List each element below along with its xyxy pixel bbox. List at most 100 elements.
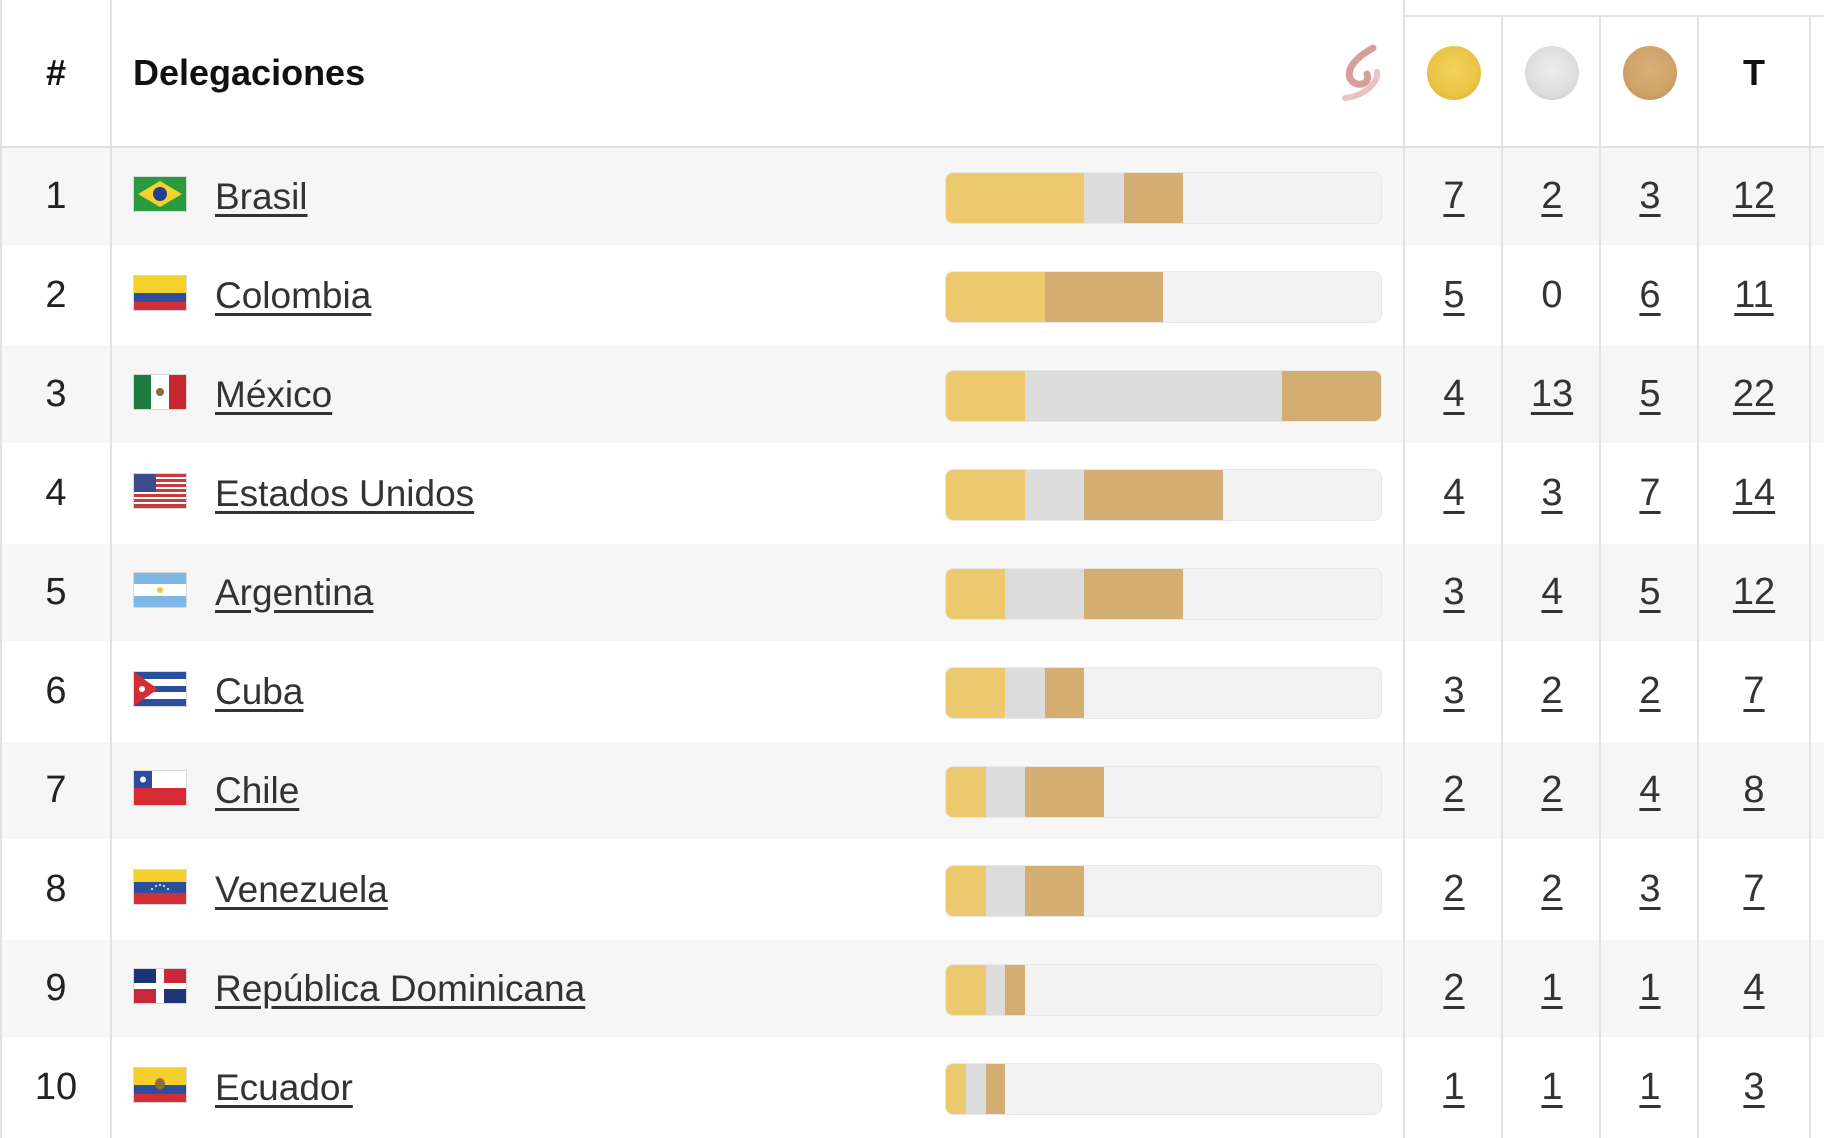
silver-count[interactable]: 2 <box>1541 175 1563 217</box>
country-link[interactable]: Brasil <box>215 175 308 217</box>
gold-count[interactable]: 2 <box>1443 769 1465 811</box>
silver-count[interactable]: 2 <box>1541 769 1563 811</box>
divider-delegations <box>1403 0 1405 1138</box>
country-link[interactable]: Chile <box>215 769 300 811</box>
bronze-bar-segment <box>1282 371 1381 421</box>
total-count[interactable]: 3 <box>1743 1066 1765 1108</box>
total-count[interactable]: 7 <box>1743 868 1765 910</box>
gold-cell: 7 <box>1405 148 1503 245</box>
rank-cell: 2 <box>2 247 110 344</box>
country-link[interactable]: Ecuador <box>215 1066 353 1108</box>
bronze-bar-segment <box>1084 569 1184 619</box>
bronze-count[interactable]: 3 <box>1639 868 1661 910</box>
total-header[interactable]: T <box>1699 0 1809 146</box>
gold-count[interactable]: 3 <box>1443 670 1465 712</box>
rank-number: 10 <box>34 1066 78 1108</box>
gold-bar-segment <box>946 569 1006 619</box>
argentina-flag-icon <box>133 571 187 608</box>
bronze-cell: 2 <box>1601 643 1699 740</box>
gold-count[interactable]: 2 <box>1443 967 1465 1009</box>
country-link[interactable]: Argentina <box>215 571 374 613</box>
gold-count[interactable]: 5 <box>1443 274 1465 316</box>
silver-count[interactable]: 2 <box>1541 670 1563 712</box>
rank-cell: 9 <box>2 940 110 1037</box>
bronze-count[interactable]: 5 <box>1639 373 1661 415</box>
bronze-medal-header[interactable] <box>1601 0 1699 146</box>
silver-count[interactable]: 2 <box>1541 868 1563 910</box>
total-count[interactable]: 12 <box>1732 571 1776 613</box>
rank-number: 3 <box>45 373 67 415</box>
total-count[interactable]: 4 <box>1743 967 1765 1009</box>
bronze-count[interactable]: 4 <box>1639 769 1661 811</box>
delegation-cell: Estados Unidos <box>133 445 933 542</box>
delegation-cell: Chile <box>133 742 933 839</box>
bronze-bar-segment <box>1044 272 1164 322</box>
medal-bar <box>945 271 1382 323</box>
silver-bar-segment <box>1005 569 1085 619</box>
ecuador-flag-icon <box>133 1066 187 1103</box>
bronze-count[interactable]: 5 <box>1639 571 1661 613</box>
country-link[interactable]: Cuba <box>215 670 304 712</box>
silver-count[interactable]: 1 <box>1541 967 1563 1009</box>
country-link[interactable]: Estados Unidos <box>215 472 475 514</box>
bronze-count[interactable]: 3 <box>1639 175 1661 217</box>
delegation-cell: República Dominicana <box>133 940 933 1037</box>
delegation-cell: Cuba <box>133 643 933 740</box>
silver-medal-header[interactable] <box>1503 0 1601 146</box>
silver-count[interactable]: 3 <box>1541 472 1563 514</box>
gold-bar-segment <box>946 866 986 916</box>
table-row: 8 Venezuela 2 2 3 7 <box>0 841 1824 938</box>
country-link[interactable]: Venezuela <box>215 868 388 910</box>
silver-count[interactable]: 1 <box>1541 1066 1563 1108</box>
bronze-count[interactable]: 7 <box>1639 472 1661 514</box>
delegation-cell: Ecuador <box>133 1039 933 1136</box>
gold-cell: 2 <box>1405 841 1503 938</box>
gold-medal-header[interactable] <box>1405 0 1503 146</box>
silver-cell: 0 <box>1503 247 1601 344</box>
total-cell: 7 <box>1699 841 1809 938</box>
rank-number: 5 <box>45 571 67 613</box>
bronze-count[interactable]: 1 <box>1639 967 1661 1009</box>
bronze-bar-segment <box>1123 173 1184 223</box>
bronze-medal-icon <box>1623 46 1677 100</box>
table-row: 1 Brasil 7 2 3 12 <box>0 148 1824 245</box>
gold-count[interactable]: 4 <box>1443 373 1465 415</box>
bronze-bar-segment <box>985 1064 1006 1114</box>
gold-count[interactable]: 3 <box>1443 571 1465 613</box>
medal-bar <box>945 370 1382 422</box>
bronze-count[interactable]: 6 <box>1639 274 1661 316</box>
rank-cell: 1 <box>2 148 110 245</box>
country-link[interactable]: Colombia <box>215 274 372 316</box>
silver-bar-segment <box>1025 470 1085 520</box>
bronze-count[interactable]: 2 <box>1639 670 1661 712</box>
bronze-cell: 3 <box>1601 148 1699 245</box>
rank-cell: 7 <box>2 742 110 839</box>
total-count[interactable]: 8 <box>1743 769 1765 811</box>
country-link[interactable]: México <box>215 373 333 415</box>
total-count[interactable]: 7 <box>1743 670 1765 712</box>
silver-bar-segment <box>985 965 1006 1015</box>
gold-cell: 1 <box>1405 1039 1503 1136</box>
rank-number: 9 <box>45 967 67 1009</box>
colombia-flag-icon <box>133 274 187 311</box>
total-count[interactable]: 11 <box>1734 274 1774 316</box>
silver-count[interactable]: 13 <box>1530 373 1574 415</box>
gold-count[interactable]: 1 <box>1443 1066 1465 1108</box>
total-count[interactable]: 14 <box>1732 472 1776 514</box>
table-row: 5 Argentina 3 4 5 12 <box>0 544 1824 641</box>
country-link[interactable]: República Dominicana <box>215 967 586 1009</box>
total-count[interactable]: 22 <box>1732 373 1776 415</box>
cuba-flag-icon <box>133 670 187 707</box>
bronze-cell: 3 <box>1601 841 1699 938</box>
gold-count[interactable]: 4 <box>1443 472 1465 514</box>
rank-number: 2 <box>45 274 67 316</box>
gold-count[interactable]: 2 <box>1443 868 1465 910</box>
total-count[interactable]: 12 <box>1732 175 1776 217</box>
table-row: 6 Cuba 3 2 2 7 <box>0 643 1824 740</box>
divider-gold <box>1501 16 1503 1138</box>
silver-count[interactable]: 4 <box>1541 571 1563 613</box>
gold-bar-segment <box>946 1064 966 1114</box>
gold-count[interactable]: 7 <box>1443 175 1465 217</box>
bronze-count[interactable]: 1 <box>1639 1066 1661 1108</box>
